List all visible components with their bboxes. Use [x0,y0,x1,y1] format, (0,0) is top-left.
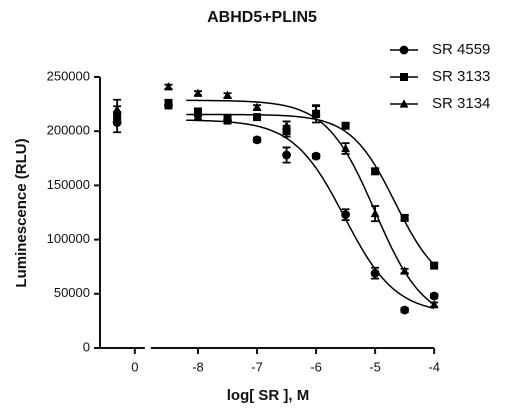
y-tick-label: 0 [83,339,90,354]
data-point [252,135,262,145]
data-point [112,104,122,114]
fit-curve [186,99,435,306]
data-point [370,208,380,218]
fit-curve [186,119,435,309]
data-point [282,127,291,136]
data-point [341,143,350,153]
legend-marker [399,45,409,55]
data-point [223,114,232,123]
data-point [164,81,173,91]
x-tick-label: -8 [192,359,204,374]
legend-marker [400,73,408,81]
data-point [164,99,173,108]
chart-title: ABHD5+PLIN5 [207,9,317,26]
x-axis-label: log[ SR ], M [227,387,310,404]
legend-marker [399,99,409,108]
x-tick-label: -4 [428,359,440,374]
data-point [400,305,410,315]
data-point [370,268,380,278]
y-tick-label: 150000 [47,177,90,192]
y-tick-label: 200000 [47,123,90,138]
legend-label: SR 3134 [432,95,490,112]
data-point [252,102,262,111]
data-point [341,121,350,130]
fit-curve [186,113,435,266]
y-tick-label: 50000 [54,285,90,300]
data-point [282,120,291,130]
data-point [223,90,232,100]
data-point [429,299,439,309]
data-point [429,291,439,301]
data-point [400,213,409,222]
x-tick-label: -7 [251,359,263,374]
data-point [371,167,380,176]
legend-label: SR 3133 [432,68,490,85]
y-axis-label: Luminescence (RLU) [13,138,30,287]
data-point [311,106,321,116]
data-point [282,150,291,160]
legend-label: SR 4559 [432,41,490,58]
x-tick-label: 0 [131,359,138,374]
y-tick-label: 250000 [47,68,90,83]
data-point [341,210,350,220]
x-tick-label: -5 [369,359,381,374]
data-point [194,107,202,116]
x-tick-label: -6 [310,359,322,374]
data-point [253,113,262,122]
data-point [311,151,321,161]
y-tick-label: 100000 [47,231,90,246]
data-point [430,261,439,270]
data-point [193,88,203,97]
data-point [400,266,410,275]
